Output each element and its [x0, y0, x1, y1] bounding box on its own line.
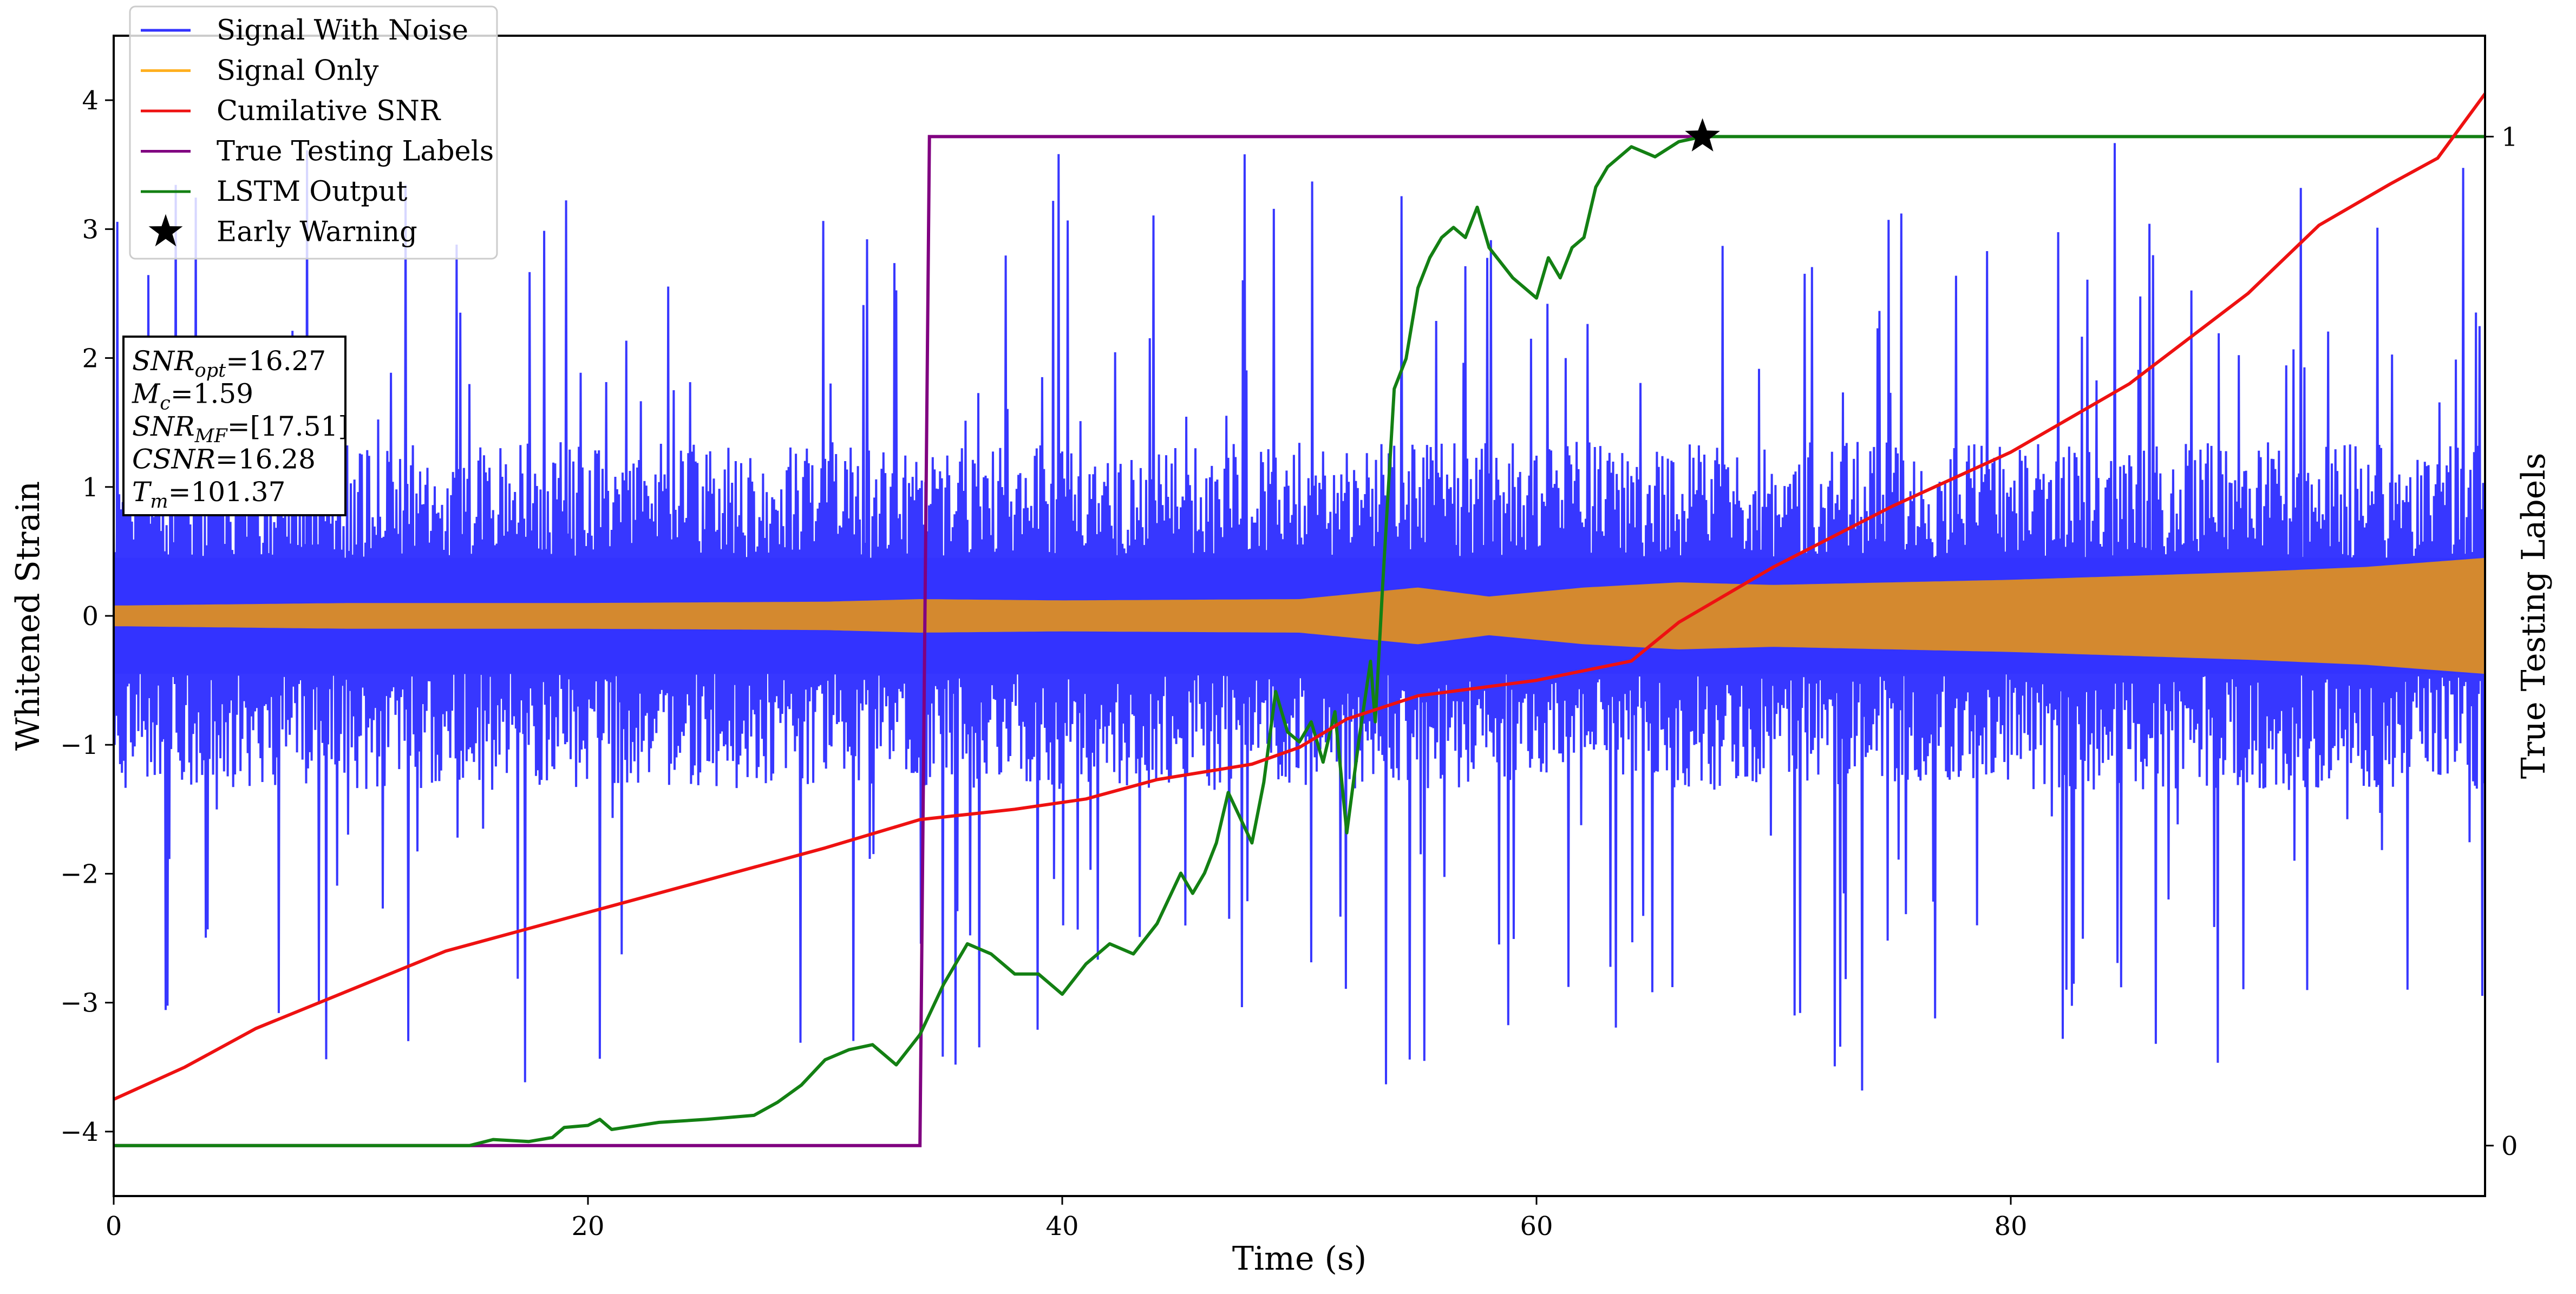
legend-entry: Early Warning [148, 214, 417, 248]
x-tick-label: 80 [1994, 1211, 2027, 1242]
y-tick-label: 4 [82, 86, 99, 116]
legend-entry: Signal With Noise [141, 15, 468, 47]
legend-label: True Testing Labels [217, 136, 494, 168]
info-box-line: SNRMF=[17.51] [132, 411, 349, 447]
info-box-symbol: SNR [132, 345, 195, 377]
legend-entry: Signal Only [141, 55, 379, 87]
plot-area [114, 93, 2485, 1147]
info-box: SNRopt=16.27Mc=1.59SNRMF=[17.51]CSNR=16.… [122, 336, 349, 516]
y-tick-label: −4 [60, 1117, 99, 1147]
info-box-subscript: m [150, 491, 168, 513]
y-axis-label: Whitened Strain [9, 481, 47, 751]
y-tick-label: 3 [82, 214, 99, 245]
series-lstm-output [114, 135, 2485, 1147]
info-box-symbol: CSNR [132, 444, 215, 475]
legend-label: Early Warning [217, 216, 417, 248]
early-warning-marker [1685, 118, 1720, 152]
info-box-subscript: MF [194, 425, 228, 447]
y-tick-label: −2 [60, 859, 99, 889]
legend-label: Signal With Noise [217, 15, 468, 47]
legend-entry: True Testing Labels [141, 136, 494, 168]
legend-label: LSTM Output [217, 176, 408, 208]
series-cumilative-snr [114, 93, 2485, 1101]
series-signal-only [114, 557, 2485, 674]
y2-tick-label: 0 [2501, 1131, 2518, 1161]
y-tick-label: 1 [82, 472, 99, 503]
legend-label: Signal Only [217, 55, 379, 87]
y-tick-label: −3 [60, 988, 99, 1019]
legend: Signal With Noise Signal Only Cumilative S… [129, 5, 498, 260]
series-true-testing-labels [114, 135, 1703, 1147]
legend-entry: Cumilative SNR [141, 95, 441, 127]
info-box-subscript: opt [195, 360, 226, 382]
info-box-subscript: c [160, 393, 171, 415]
legend-entry: LSTM Output [141, 176, 408, 208]
series-group [114, 93, 2485, 1147]
x-tick-label: 0 [106, 1211, 122, 1242]
x-tick-label: 60 [1520, 1211, 1553, 1242]
legend-label: Cumilative SNR [217, 95, 441, 127]
info-box-line: Tm=101.37 [132, 476, 285, 513]
y2-tick-label: 1 [2501, 122, 2518, 152]
info-box-symbol: SNR [132, 411, 195, 442]
x-tick-label: 40 [1045, 1211, 1078, 1242]
info-box-line: SNRopt=16.27 [132, 345, 326, 382]
y-tick-label: 2 [82, 344, 99, 374]
y-tick-label: −1 [60, 730, 99, 760]
info-box-frame [122, 336, 346, 516]
info-box-value: =16.27 [226, 345, 326, 377]
x-axis-label: Time (s) [1232, 1240, 1367, 1278]
legend-frame [129, 5, 498, 260]
info-box-value: =[17.51] [227, 411, 349, 442]
info-box-value: =1.59 [171, 378, 253, 410]
info-box-symbol: M [132, 378, 161, 410]
info-box-value: =101.37 [168, 476, 286, 508]
x-tick-label: 20 [571, 1211, 604, 1242]
info-box-line: Mc=1.59 [132, 378, 253, 415]
legend-swatch-star [148, 214, 183, 247]
info-box-symbol: T [132, 476, 152, 508]
y2-axis-label: True Testing Labels [2515, 453, 2553, 779]
info-box-line: CSNR=16.28 [132, 444, 316, 475]
y-tick-label: 0 [82, 601, 99, 632]
info-box-value: =16.28 [215, 444, 316, 475]
